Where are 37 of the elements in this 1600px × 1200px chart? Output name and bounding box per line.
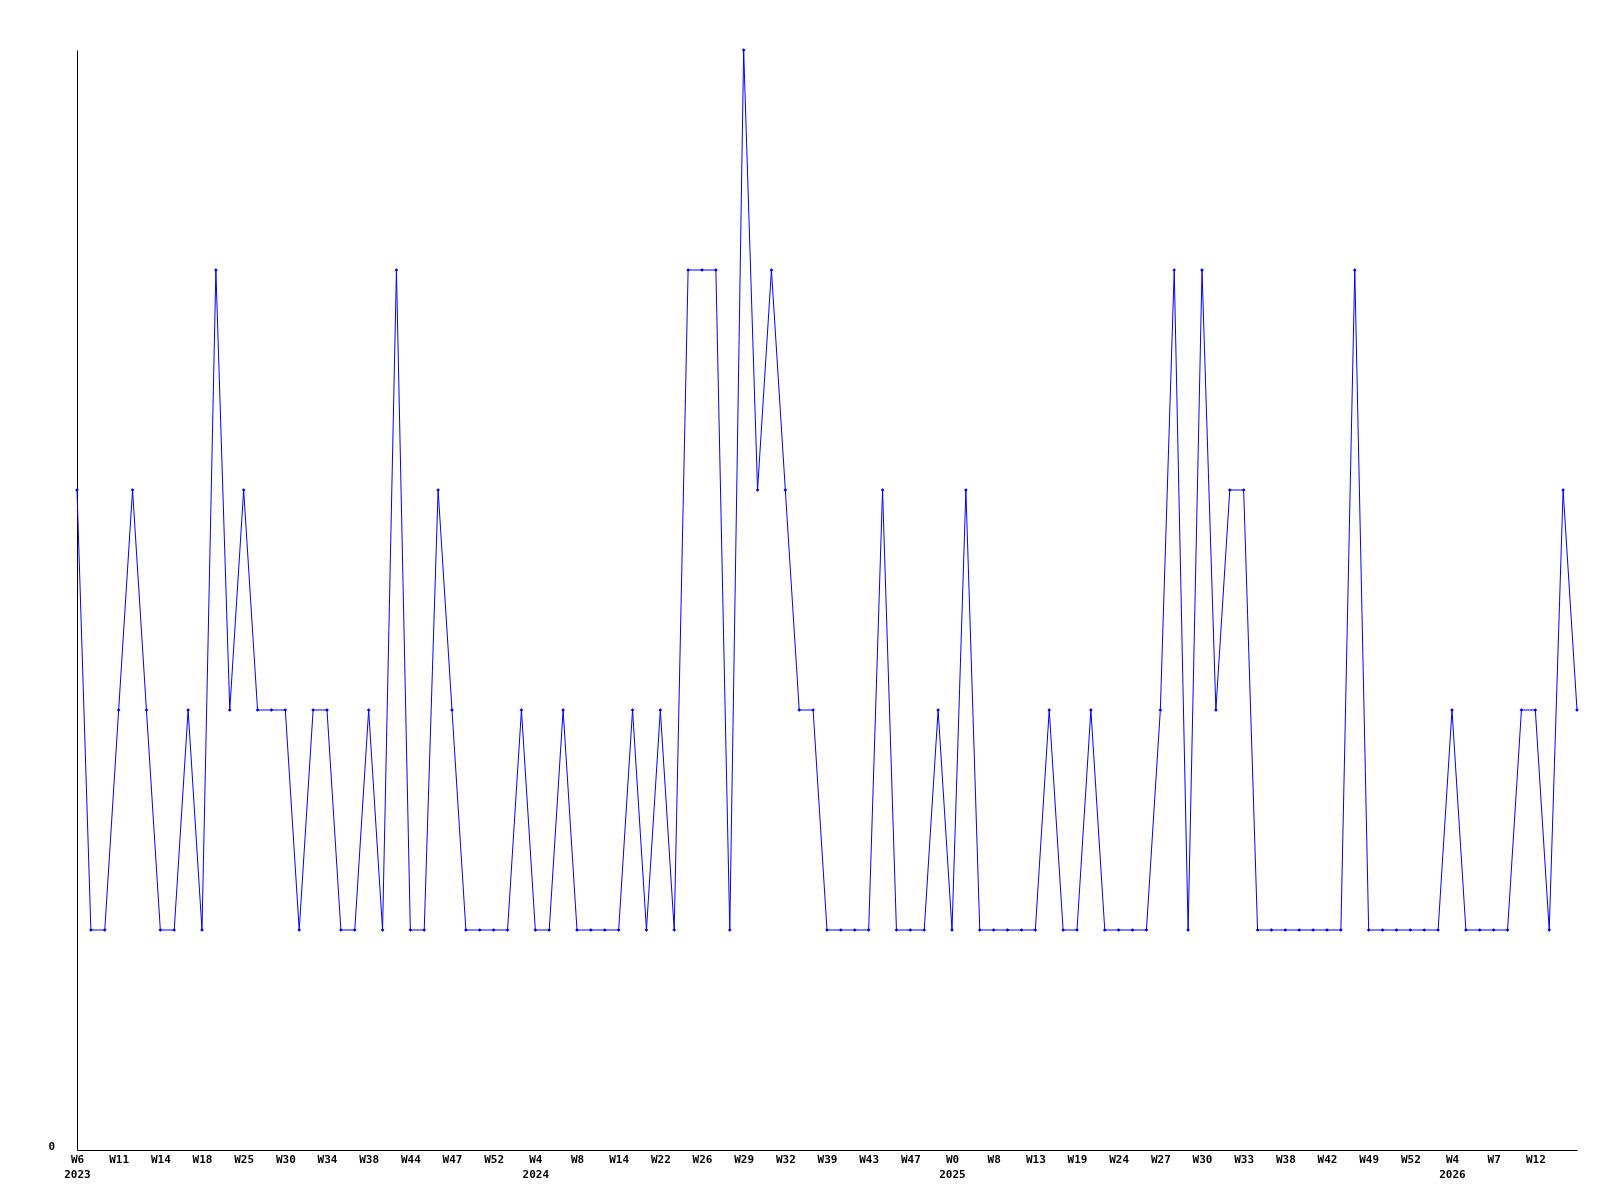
x-tick-label: W19 [1067,1152,1088,1166]
x-tick-label: W52 [484,1152,505,1166]
x-tick-label: W43 [859,1152,880,1166]
x-tick-label: W12 [1525,1152,1546,1166]
x-tick-label: W44 [400,1152,422,1166]
x-tick-label: W18 [192,1152,213,1166]
x-tick-label: W30 [275,1152,296,1166]
x-tick-label: W47 [442,1152,463,1166]
x-tick-label: W22 [650,1152,671,1166]
x-tick-label: W52 [1400,1152,1421,1166]
x-tick-label: W33 [1234,1152,1255,1166]
x-tick-label: W8 [987,1152,1001,1166]
x-tick-label: W32 [775,1152,796,1166]
x-tick-label: W8 [570,1152,585,1166]
x-tick-label: W14 [150,1152,172,1166]
x-tick-label: W25 [234,1152,255,1166]
x-tick-label: W38 [359,1152,380,1166]
x-tick-label: W42 [1317,1152,1338,1166]
x-tick-label: W4 2024 [522,1152,550,1181]
x-tick-label: W4 2026 [1439,1152,1467,1181]
x-tick-label: W0 2025 [939,1152,966,1181]
x-tick-label: W47 [900,1152,921,1166]
x-tick-label: W30 [1192,1152,1213,1166]
text: 0 [48,1140,55,1153]
x-tick-label: W24 [1109,1152,1130,1166]
x-tick-label: W13 [1025,1152,1046,1166]
x-tick-label: W11 [109,1152,130,1166]
x-tick-label: W39 [817,1152,838,1166]
x-tick-label: W27 [1150,1152,1171,1166]
x-tick-label: W34 [317,1152,338,1166]
x-tick-label: W14 [609,1152,630,1166]
x-tick-label: W38 [1275,1152,1296,1166]
x-tick-label: W29 [734,1152,755,1166]
x-tick-label: W6 2023 [64,1152,91,1181]
x-tick-label: W7 [1487,1152,1501,1166]
x-tick-label: W49 [1359,1152,1380,1166]
x-tick-label: W26 [692,1152,713,1166]
